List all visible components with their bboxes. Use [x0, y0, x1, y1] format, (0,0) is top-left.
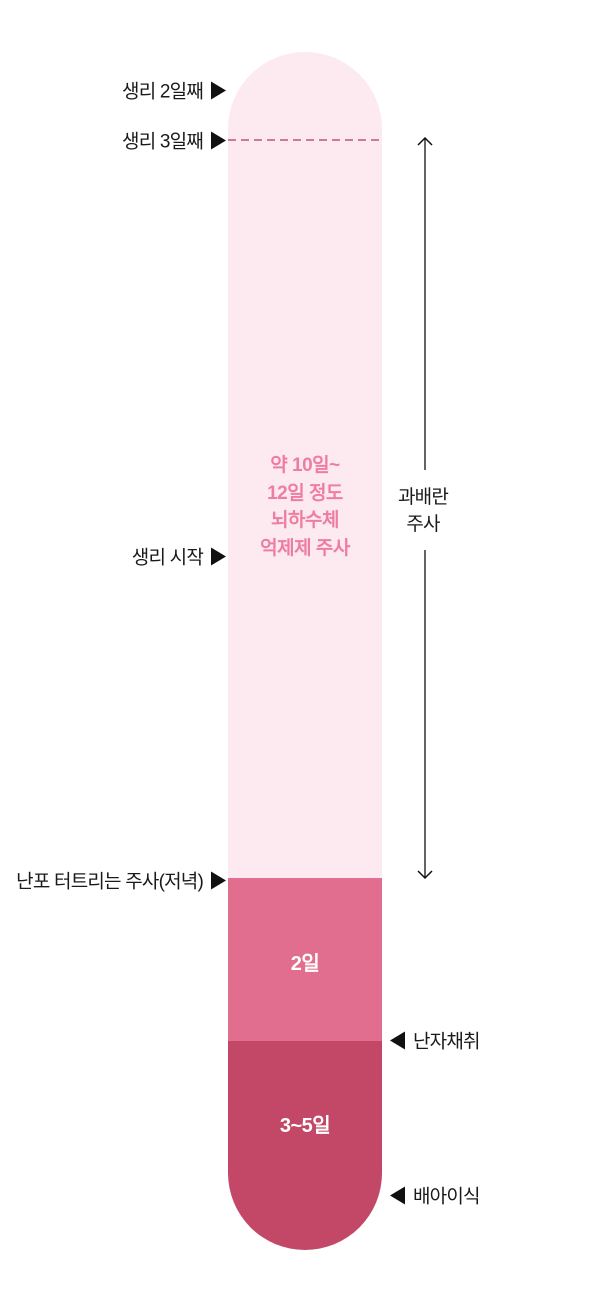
arrow-right-icon	[211, 547, 226, 565]
label-egg-retrieval: 난자채취	[390, 1027, 481, 1054]
segment-embryo-culture-phase: 3~5일	[228, 1041, 382, 1250]
timeline-capsule: 약 10일~ 12일 정도 뇌하수체 억제제 주사 2일 3~5일	[228, 52, 382, 1250]
arrow-right-icon	[211, 81, 226, 99]
label-period-start: 생리 시작	[132, 543, 226, 570]
arrow-down-icon	[417, 870, 433, 880]
label-period-day3-text: 생리 3일째	[122, 131, 204, 153]
label-period-start-text: 생리 시작	[131, 547, 204, 569]
suppressant-note-line: 뇌하수체	[271, 510, 339, 531]
segment-suppressant-phase: 약 10일~ 12일 정도 뇌하수체 억제제 주사	[228, 52, 382, 878]
suppressant-note-line: 약 10일~	[270, 455, 340, 476]
label-embryo-transfer-text: 배아이식	[413, 1186, 481, 1208]
label-period-day3: 생리 3일째	[122, 127, 226, 154]
suppressant-note: 약 10일~ 12일 정도 뇌하수체 억제제 주사	[228, 452, 382, 562]
segment-duration-label: 2일	[290, 953, 320, 975]
arrow-left-icon	[390, 1031, 405, 1049]
label-trigger-shot-text: 난포 터트리는 주사(저녁)	[16, 871, 204, 893]
superovulation-caption-line: 과배란	[397, 487, 449, 508]
arrow-left-icon	[390, 1186, 405, 1204]
label-trigger-shot: 난포 터트리는 주사(저녁)	[16, 867, 226, 894]
superovulation-caption-line: 주사	[406, 514, 440, 535]
segment-post-trigger-phase: 2일	[228, 878, 382, 1041]
label-egg-retrieval-text: 난자채취	[413, 1031, 481, 1053]
suppressant-note-line: 억제제 주사	[260, 537, 350, 559]
suppressant-note-line: 12일 정도	[267, 482, 343, 504]
segment-duration-label: 3~5일	[279, 1115, 331, 1137]
label-period-day2-text: 생리 2일째	[122, 81, 204, 103]
label-embryo-transfer: 배아이식	[390, 1182, 481, 1209]
superovulation-range-arrow	[417, 136, 433, 880]
arrow-right-icon	[211, 131, 226, 149]
arrow-right-icon	[211, 871, 226, 889]
period-day3-dashed-line	[228, 139, 382, 141]
label-period-day2: 생리 2일째	[122, 77, 226, 104]
superovulation-caption: 과배란 주사	[385, 484, 461, 538]
